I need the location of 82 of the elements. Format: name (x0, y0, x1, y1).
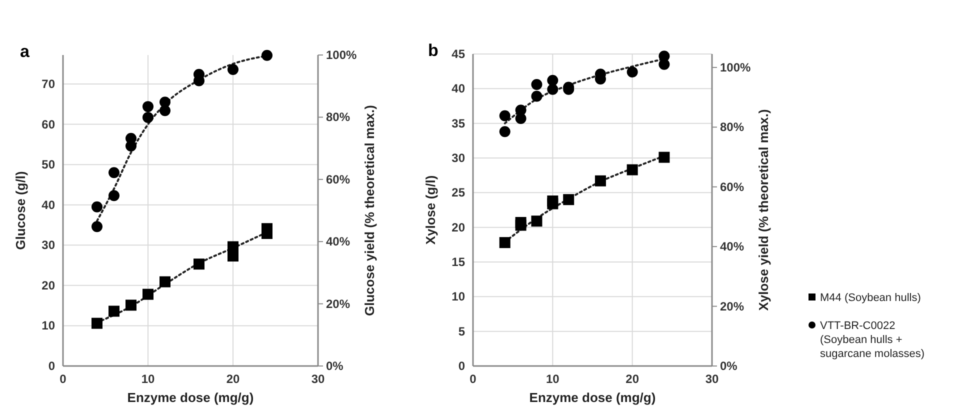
x-tick-label: 0 (60, 372, 67, 386)
point (142, 101, 154, 112)
legend-label: VTT-BR-C0022 (Soybean hulls + sugarcane molasses) (820, 320, 925, 360)
point (547, 84, 558, 95)
y-tick-label: 5 (458, 324, 466, 338)
chart-title: b (428, 41, 438, 60)
y-tick-label: 20 (42, 278, 56, 292)
point (594, 175, 606, 186)
y-tick-label: 40 (452, 82, 466, 96)
y-tick-label: 20 (452, 220, 466, 234)
x-tick-label: 0 (470, 372, 477, 386)
point (547, 74, 558, 86)
x-tick-label: 10 (141, 372, 155, 386)
y-tick-label: 30 (42, 238, 56, 252)
point (108, 190, 120, 202)
point (92, 201, 102, 212)
point (531, 79, 542, 90)
y-tick-label: 10 (42, 318, 56, 333)
point (92, 221, 102, 232)
x-tick-label: 30 (311, 372, 325, 386)
y2-tick-label: 80% (720, 120, 744, 134)
x-tick-label: 20 (226, 372, 240, 386)
point (194, 258, 204, 270)
y-tick-label: 10 (452, 290, 466, 304)
point (108, 167, 120, 178)
point (658, 152, 670, 163)
y2-tick-label: 60% (326, 172, 350, 186)
point (92, 318, 102, 329)
y2-axis-title: Glucose yield (% theoretical max.) (362, 105, 377, 316)
y2-axis-title: Xylose yield (% theoretical max.) (756, 109, 771, 311)
point (126, 300, 136, 311)
point (626, 164, 638, 176)
point (126, 140, 136, 152)
y2-tick-label: 80% (326, 110, 350, 124)
x-axis-title: Enzyme dose (mg/g) (127, 390, 254, 405)
point (142, 288, 154, 300)
point (499, 237, 510, 248)
x-tick-label: 30 (705, 372, 719, 386)
point (228, 250, 238, 262)
point (499, 110, 510, 122)
y2-tick-label: 40% (720, 240, 744, 254)
y-tick-label: 35 (452, 116, 466, 130)
y-tick-label: 50 (42, 158, 56, 172)
point (563, 194, 574, 206)
point (499, 126, 510, 138)
y2-tick-label: 0% (720, 359, 738, 373)
y-axis-title: Glucose (g/l) (13, 171, 28, 250)
y-tick-label: 40 (42, 198, 56, 212)
x-axis-title: Enzyme dose (mg/g) (529, 390, 656, 405)
point (547, 198, 558, 210)
point (515, 112, 526, 124)
point (626, 66, 638, 78)
point (531, 90, 542, 102)
y-tick-label: 45 (452, 47, 466, 61)
point (531, 216, 542, 227)
y-tick-label: 0 (48, 359, 56, 373)
y-tick-label: 0 (458, 359, 466, 373)
y-tick-label: 60 (42, 117, 56, 132)
y2-tick-label: 0% (326, 359, 344, 373)
y-axis-title: Xylose (g/l) (423, 175, 438, 245)
y2-tick-label: 100% (326, 48, 358, 62)
point (108, 306, 120, 317)
point (142, 112, 154, 123)
y-tick-label: 25 (452, 186, 466, 200)
point (515, 216, 526, 228)
point (262, 50, 272, 61)
point (228, 64, 238, 76)
y2-tick-label: 20% (720, 299, 744, 314)
y2-tick-label: 20% (326, 296, 350, 311)
point (658, 58, 670, 70)
x-tick-label: 20 (626, 372, 640, 386)
y2-tick-label: 100% (720, 60, 752, 74)
y-tick-label: 70 (42, 77, 56, 92)
y2-tick-label: 60% (720, 180, 744, 194)
point (160, 105, 170, 116)
x-tick-label: 10 (546, 372, 560, 386)
y2-tick-label: 40% (326, 234, 350, 249)
y-tick-label: 30 (452, 151, 466, 165)
point (160, 276, 170, 288)
y-tick-label: 15 (452, 255, 466, 269)
chart-title: a (20, 42, 30, 61)
legend-label: M44 (Soybean hulls) (820, 292, 921, 304)
